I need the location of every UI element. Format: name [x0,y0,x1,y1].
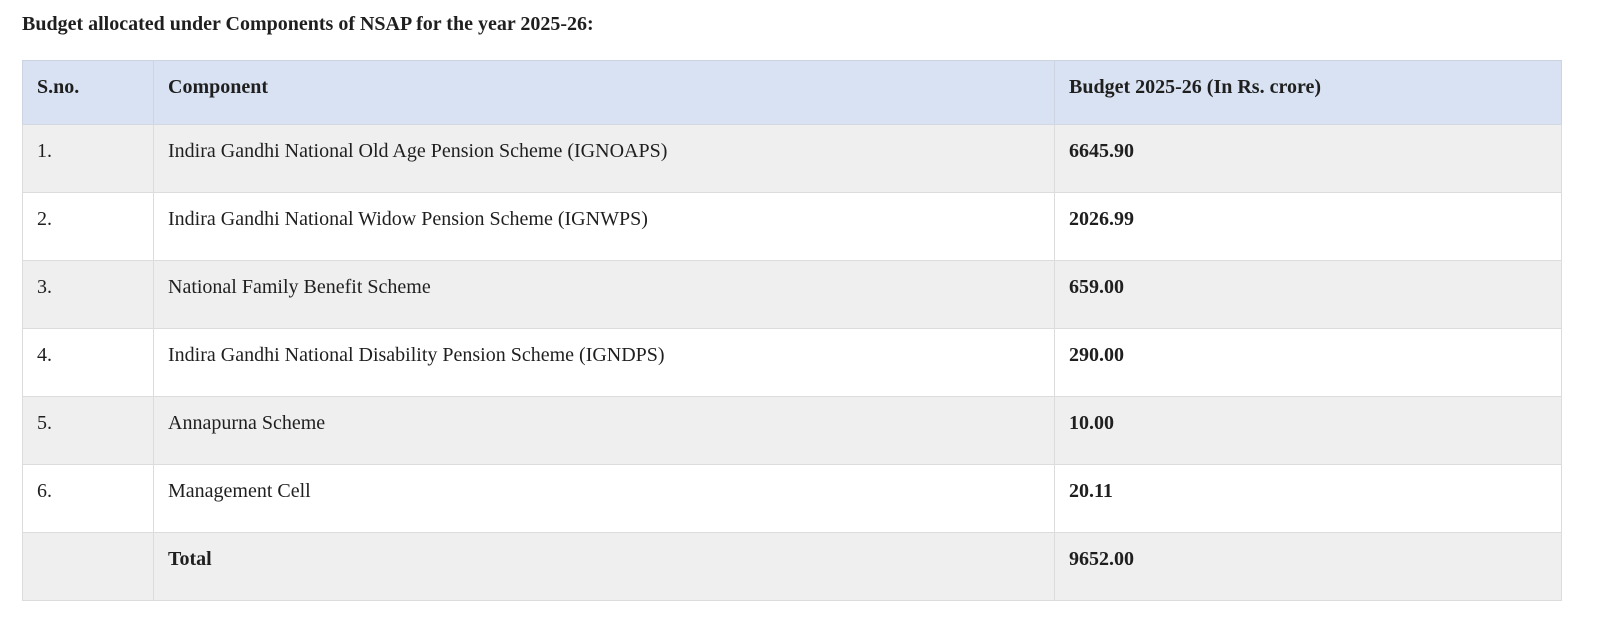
table-body: 1. Indira Gandhi National Old Age Pensio… [22,124,1562,533]
row-cell-sno: 3. [22,260,154,329]
header-cell-sno: S.no. [22,60,154,125]
row-cell-budget: 2026.99 [1054,192,1562,261]
table-row: 4. Indira Gandhi National Disability Pen… [22,328,1562,397]
row-cell-component: Management Cell [153,464,1055,533]
total-row: Total 9652.00 [22,532,1562,601]
row-cell-sno: 5. [22,396,154,465]
row-cell-sno: 1. [22,124,154,193]
budget-table: S.no. Component Budget 2025-26 (In Rs. c… [22,60,1562,601]
row-cell-component: National Family Benefit Scheme [153,260,1055,329]
row-cell-budget: 659.00 [1054,260,1562,329]
table-row: 6. Management Cell 20.11 [22,464,1562,533]
row-cell-component: Indira Gandhi National Widow Pension Sch… [153,192,1055,261]
row-cell-sno: 2. [22,192,154,261]
table-row: 2. Indira Gandhi National Widow Pension … [22,192,1562,261]
row-cell-component: Indira Gandhi National Old Age Pension S… [153,124,1055,193]
row-cell-budget: 6645.90 [1054,124,1562,193]
table-row: 5. Annapurna Scheme 10.00 [22,396,1562,465]
row-cell-component: Indira Gandhi National Disability Pensio… [153,328,1055,397]
table-row: 1. Indira Gandhi National Old Age Pensio… [22,124,1562,193]
row-cell-sno: 6. [22,464,154,533]
total-cell-budget: 9652.00 [1054,532,1562,601]
page-title: Budget allocated under Components of NSA… [22,13,594,35]
total-cell-label: Total [153,532,1055,601]
table-header: S.no. Component Budget 2025-26 (In Rs. c… [22,60,1562,125]
row-cell-sno: 4. [22,328,154,397]
row-cell-component: Annapurna Scheme [153,396,1055,465]
table-row: 3. National Family Benefit Scheme 659.00 [22,260,1562,329]
total-cell-sno [22,532,154,601]
row-cell-budget: 10.00 [1054,396,1562,465]
header-cell-component: Component [153,60,1055,125]
page: Budget allocated under Components of NSA… [22,13,1562,601]
header-row: S.no. Component Budget 2025-26 (In Rs. c… [22,60,1562,125]
row-cell-budget: 290.00 [1054,328,1562,397]
header-cell-budget: Budget 2025-26 (In Rs. crore) [1054,60,1562,125]
table-footer: Total 9652.00 [22,532,1562,601]
row-cell-budget: 20.11 [1054,464,1562,533]
